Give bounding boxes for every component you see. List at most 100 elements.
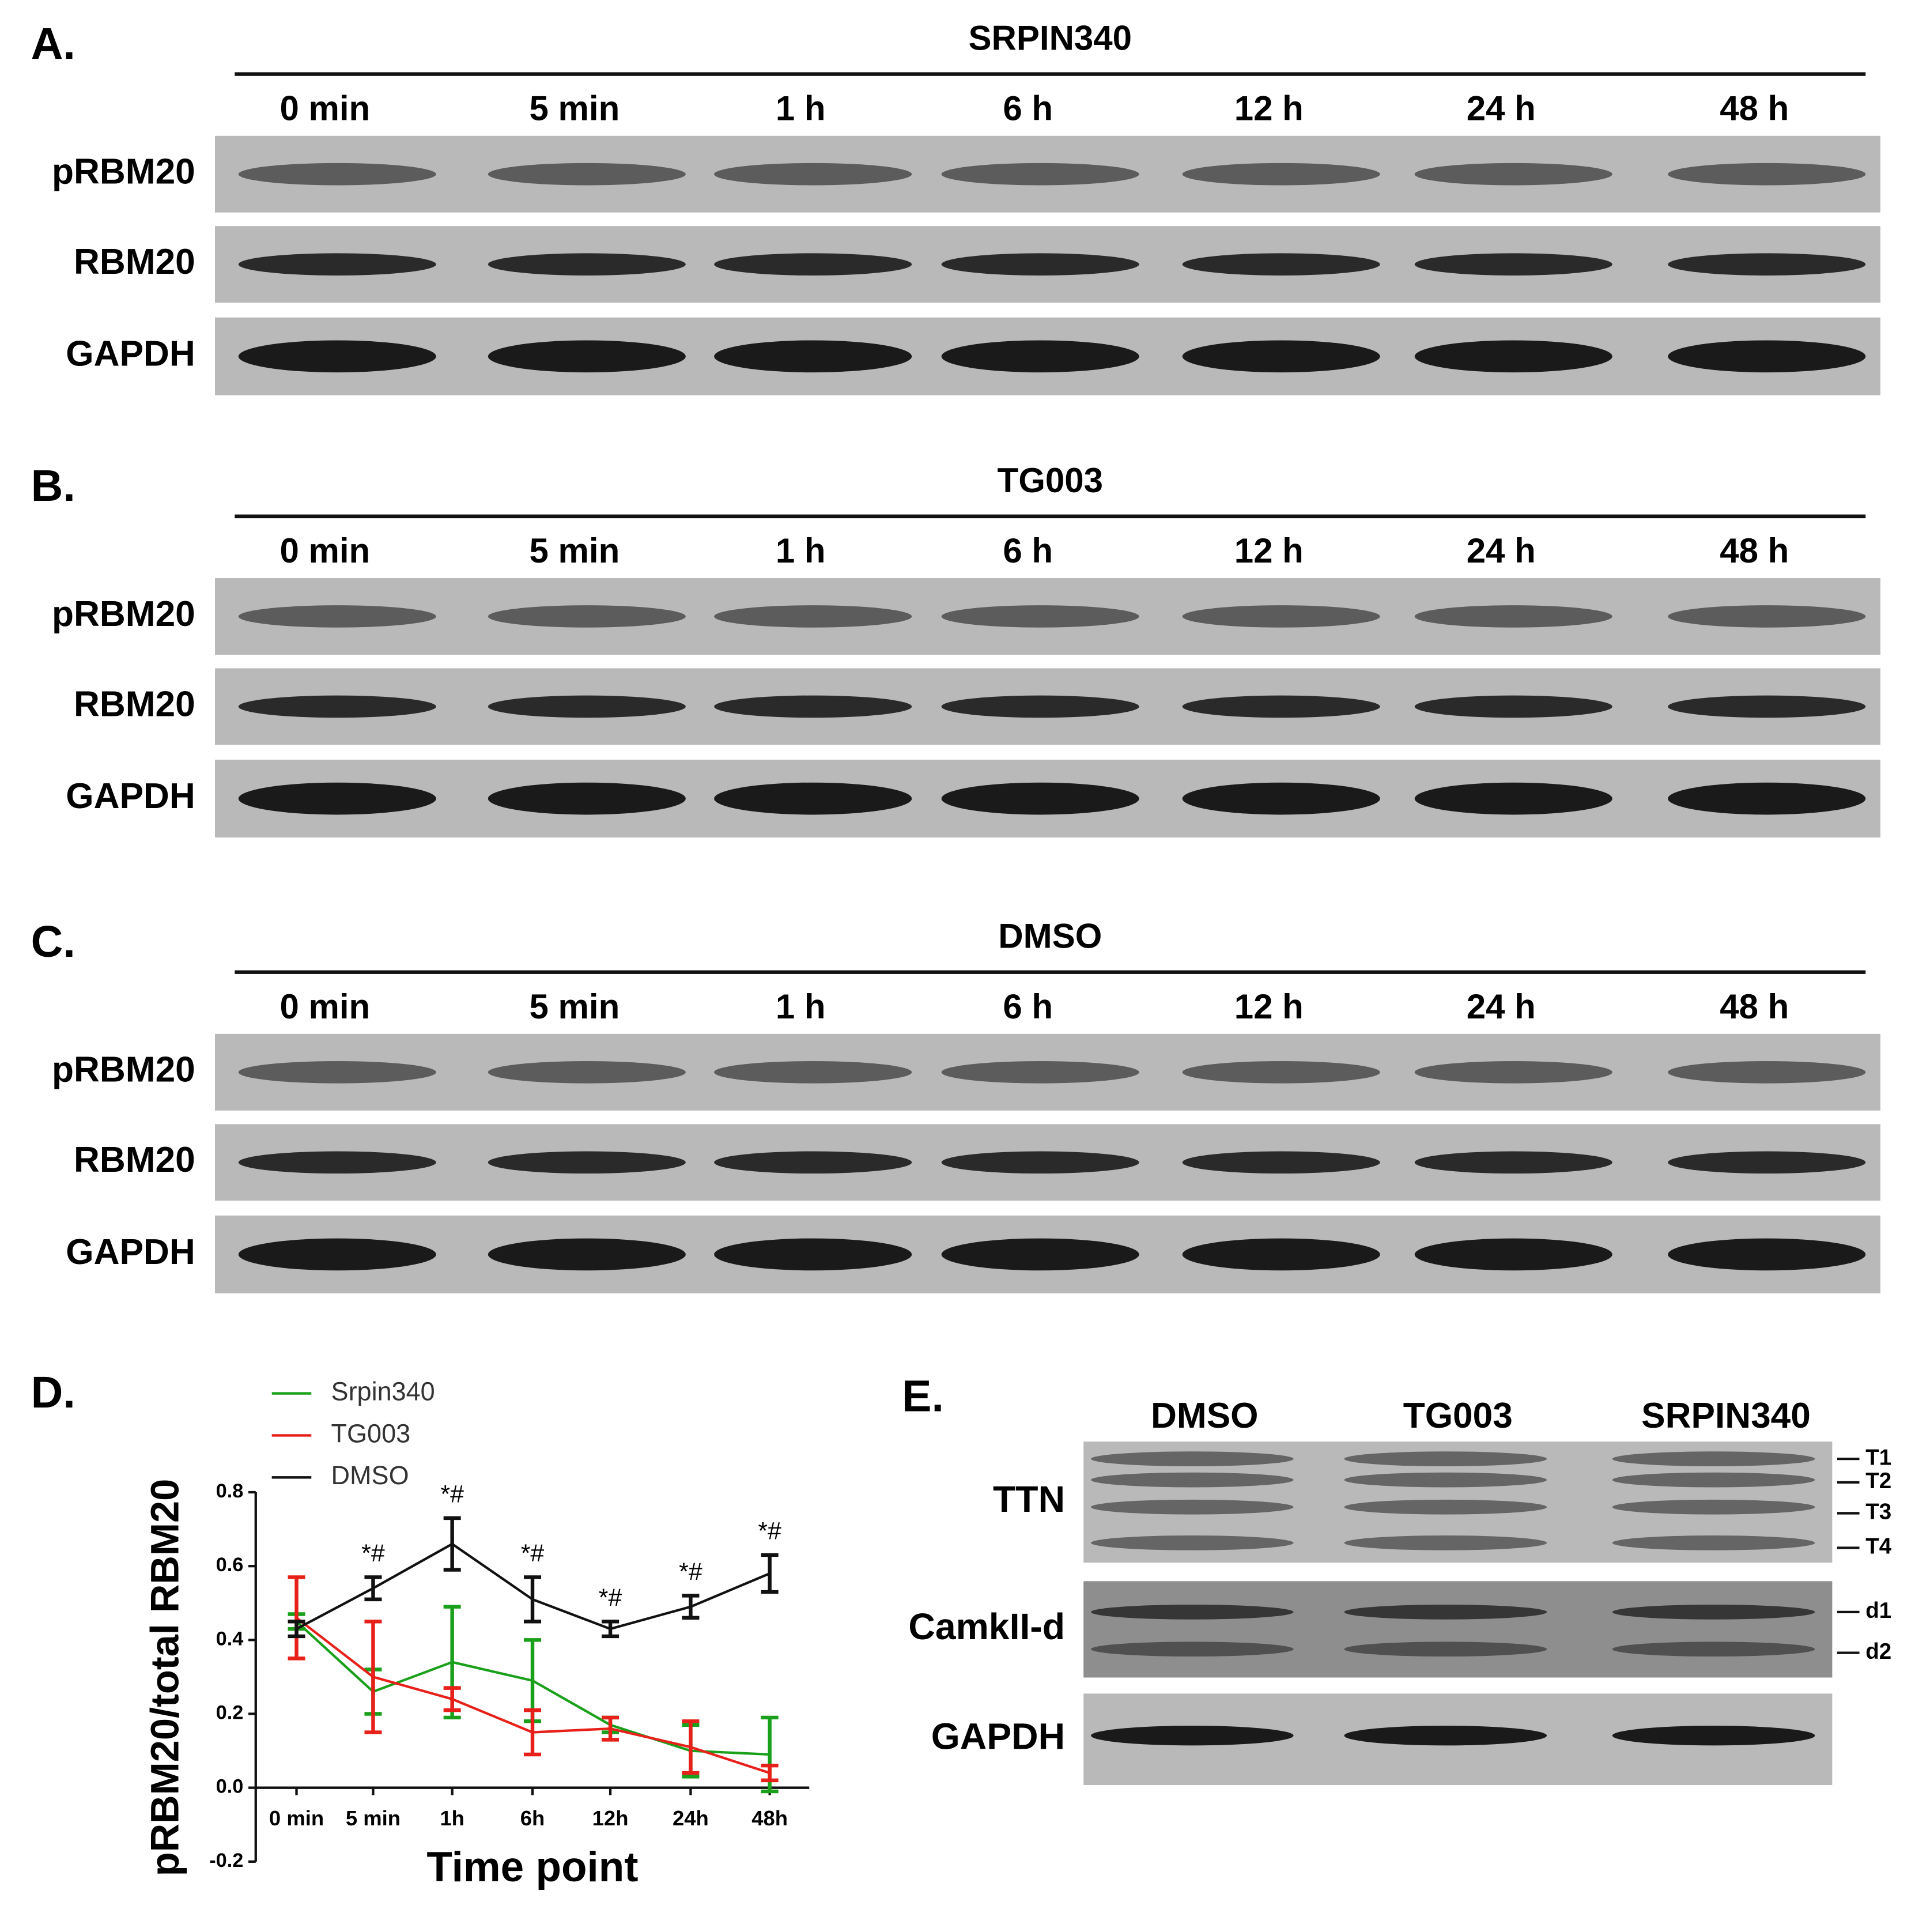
- band: [1414, 340, 1612, 373]
- band: [1668, 253, 1866, 276]
- band: [1091, 1499, 1294, 1515]
- error-bar: [682, 1594, 700, 1620]
- band: [238, 1061, 436, 1084]
- band: [1668, 1151, 1866, 1174]
- band: [941, 695, 1139, 718]
- legend-label: DMSO: [331, 1461, 409, 1490]
- time-label: 0 min: [279, 531, 370, 570]
- band: [714, 695, 912, 718]
- row-label: RBM20: [74, 242, 195, 282]
- band: [238, 340, 436, 373]
- band: [1612, 1605, 1815, 1620]
- band: [1344, 1451, 1547, 1467]
- y-tick-label: 0.6: [216, 1554, 244, 1576]
- x-tick-label: 24h: [673, 1806, 709, 1830]
- error-bar: [761, 1764, 779, 1783]
- band: [714, 163, 912, 186]
- panel-label: C.: [31, 917, 75, 967]
- band: [1182, 1238, 1380, 1271]
- time-label: 24 h: [1467, 987, 1536, 1026]
- time-label: 0 min: [279, 987, 370, 1026]
- band: [1414, 782, 1612, 815]
- y-tick-label: 0.4: [216, 1628, 244, 1650]
- x-tick-label: 12h: [592, 1806, 629, 1830]
- blot: [1083, 1581, 1833, 1678]
- band: [238, 163, 436, 186]
- band: [1668, 1061, 1866, 1084]
- x-tick-label: 48h: [751, 1806, 788, 1830]
- time-label: 6 h: [1003, 531, 1053, 570]
- band: [1344, 1726, 1547, 1746]
- band: [1668, 782, 1866, 815]
- band: [238, 253, 436, 276]
- panel-label: D.: [31, 1368, 75, 1417]
- band: [1091, 1535, 1294, 1550]
- band: [1182, 1061, 1380, 1084]
- band: [1612, 1472, 1815, 1488]
- time-label: 12 h: [1234, 89, 1304, 128]
- annotation: *#: [361, 1539, 385, 1567]
- band: [1182, 253, 1380, 276]
- panel-title: TG003: [998, 461, 1103, 500]
- band: [1091, 1642, 1294, 1657]
- error-bar: [524, 1575, 542, 1624]
- band: [1612, 1642, 1815, 1657]
- band: [1668, 605, 1866, 628]
- band: [1182, 1151, 1380, 1174]
- time-label: 1 h: [776, 987, 826, 1026]
- time-label: 5 min: [530, 987, 620, 1026]
- band: [1091, 1726, 1294, 1746]
- band: [488, 782, 686, 815]
- time-label: 48 h: [1720, 89, 1789, 128]
- band: [1612, 1726, 1815, 1746]
- error-bar: [443, 1516, 461, 1572]
- x-tick-label: 5 min: [346, 1806, 401, 1830]
- panel-label: B.: [31, 461, 75, 511]
- time-label: 24 h: [1467, 89, 1536, 128]
- panel-title: DMSO: [998, 917, 1102, 956]
- annotation: *#: [440, 1481, 464, 1508]
- band: [714, 605, 912, 628]
- x-tick-label: 6h: [520, 1806, 545, 1830]
- band: [941, 605, 1139, 628]
- annotation: *#: [599, 1584, 622, 1612]
- row-label: RBM20: [74, 1140, 195, 1180]
- band: [488, 1061, 686, 1084]
- band: [714, 1061, 912, 1084]
- band: [1091, 1605, 1294, 1620]
- band: [1414, 1238, 1612, 1271]
- band: [238, 695, 436, 718]
- column-label: SRPIN340: [1641, 1396, 1811, 1436]
- band: [941, 340, 1139, 373]
- row-label: GAPDH: [66, 776, 195, 816]
- error-bar: [443, 1686, 461, 1712]
- time-label: 6 h: [1003, 987, 1053, 1026]
- error-bar: [602, 1715, 620, 1742]
- band: [1344, 1605, 1547, 1620]
- row-label: RBM20: [74, 684, 195, 724]
- row-label: GAPDH: [66, 1232, 195, 1272]
- error-bar: [761, 1553, 779, 1594]
- column-label: TG003: [1403, 1396, 1513, 1436]
- error-bar: [364, 1575, 382, 1602]
- band: [1344, 1472, 1547, 1488]
- band: [714, 253, 912, 276]
- band: [1668, 1238, 1866, 1271]
- time-label: 1 h: [776, 89, 826, 128]
- band: [1344, 1535, 1547, 1550]
- y-tick-label: 0.0: [216, 1776, 244, 1798]
- band: [1668, 695, 1866, 718]
- row-label: pRBM20: [52, 1050, 195, 1090]
- band: [1344, 1499, 1547, 1515]
- band: [941, 782, 1139, 815]
- band: [714, 782, 912, 815]
- time-label: 5 min: [530, 531, 620, 570]
- error-bar: [682, 1719, 700, 1775]
- band: [488, 163, 686, 186]
- marker-label: d1: [1865, 1598, 1891, 1623]
- y-tick-label: 0.8: [216, 1480, 244, 1502]
- column-label: DMSO: [1151, 1396, 1258, 1436]
- annotation: *#: [758, 1518, 781, 1545]
- band: [1612, 1535, 1815, 1550]
